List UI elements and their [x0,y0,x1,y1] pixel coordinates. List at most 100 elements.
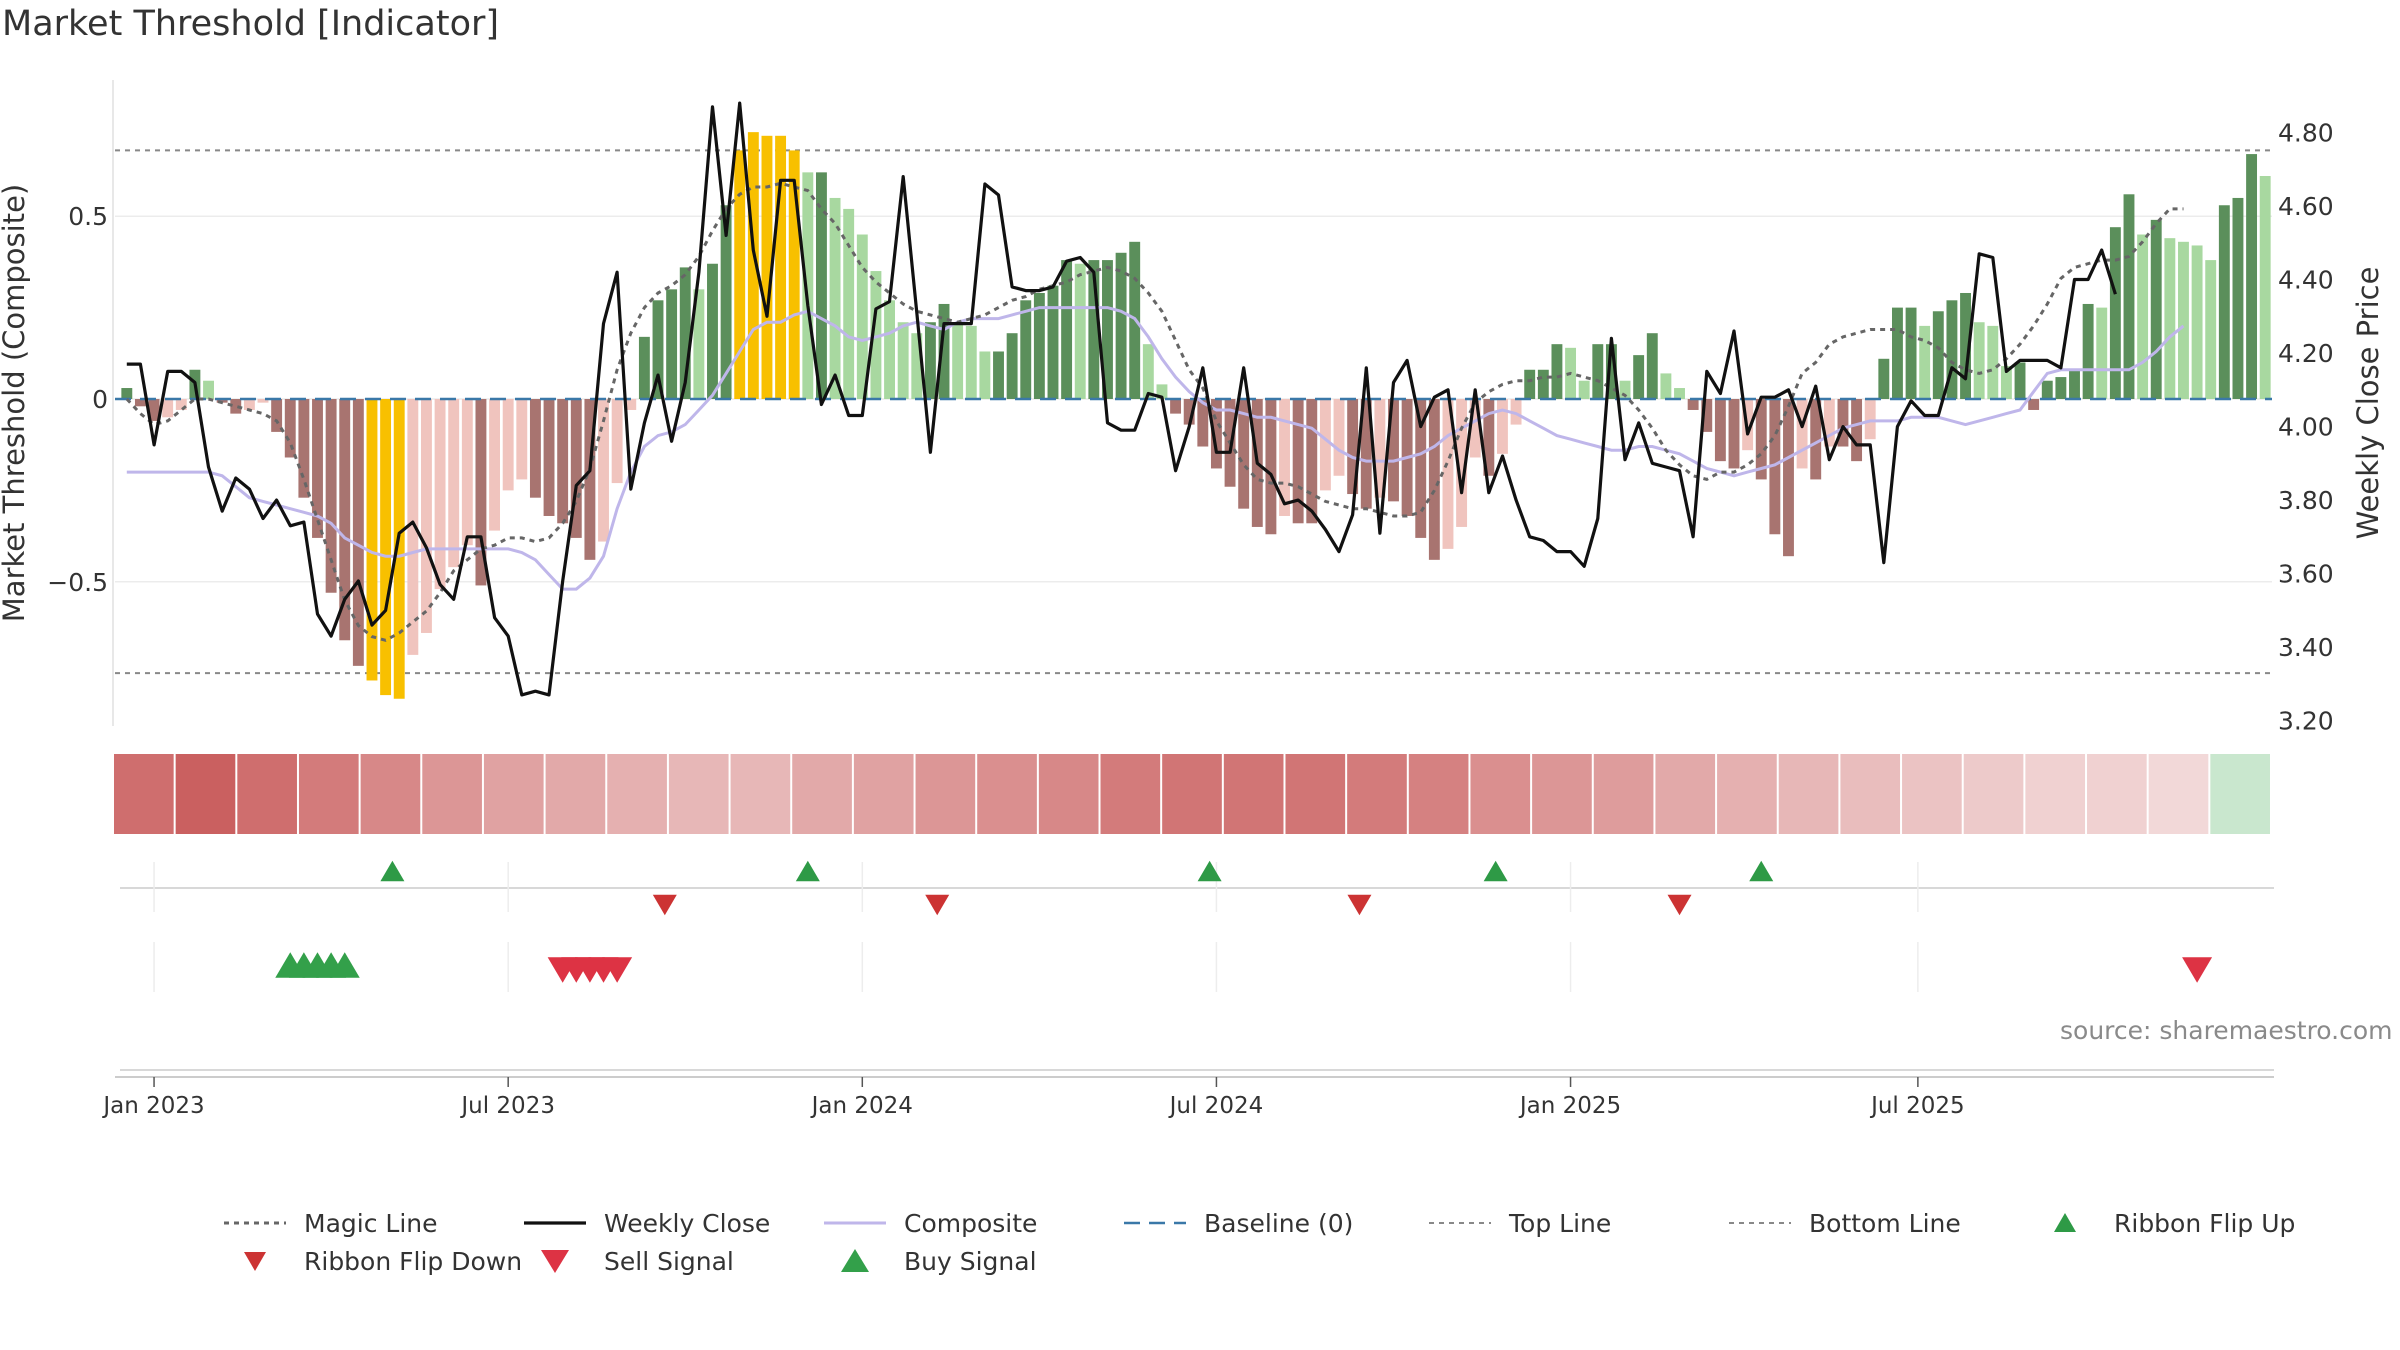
composite-bar [1837,399,1849,447]
composite-bar [1279,399,1290,516]
composite-bar [2259,176,2271,399]
composite-bar [1142,344,1154,399]
composite-bar [1333,399,1345,476]
composite-bar [1592,344,1604,399]
composite-bar [1102,260,1113,399]
x-tick-label: Jul 2024 [1168,1093,1264,1119]
composite-bar [1292,399,1304,524]
legend-item-buy: Buy Signal [820,1243,1037,1279]
composite-bar [1210,399,1222,469]
composite-bar [1524,369,1536,399]
composite-bar [1360,399,1372,509]
ribbon-cell [2148,754,2209,834]
legend-swatch-magic [224,1221,286,1225]
y2-tick-label: 4.00 [2278,413,2334,442]
composite-bar [2123,194,2135,399]
ribbon-cell [483,754,544,834]
composite-bar [1442,399,1454,549]
ribbon-cell [1778,754,1839,834]
composite-bar [243,399,255,410]
composite-bar [380,399,392,696]
composite-bar [1687,399,1699,410]
composite-bar [2000,366,2012,399]
composite-bar [298,399,310,498]
composite-bar [557,399,569,524]
ribbon-cell [422,754,482,834]
composite-bar [2205,260,2217,399]
ribbon-cell [237,754,297,834]
y2-tick-label: 4.80 [2278,118,2334,147]
composite-bar [502,399,514,491]
composite-bar [1415,399,1427,538]
ribbon-cell [853,754,914,834]
ribbon-flip-up-marker [795,860,820,882]
composite-bar [1456,399,1468,527]
composite-bar [993,351,1004,399]
composite-bar [175,399,187,410]
ribbon-cell [977,754,1037,834]
ribbon-cell [1963,754,2024,834]
composite-bar [162,399,174,418]
composite-bar [666,289,678,399]
composite-bar [2218,205,2230,399]
composite-bar [1701,399,1713,432]
composite-bar [884,300,895,399]
composite-bar [121,388,133,399]
composite-bar [679,267,691,399]
ribbon-cell [1717,754,1777,834]
composite-bar [570,399,582,538]
composite-bar [1510,399,1522,425]
ribbon-flip-down-marker [1667,894,1692,916]
composite-bar [2191,245,2203,399]
composite-bar [1755,399,1767,480]
ribbon-cell [2025,754,2086,834]
x-tick-label: Jan 2023 [101,1093,204,1119]
legend-label: Composite [904,1208,1038,1238]
composite-bar [2082,303,2094,399]
composite-bar [1605,344,1617,399]
composite-bar [1020,300,1032,399]
composite-bar [1891,307,1903,399]
composite-bar [802,172,814,399]
composite-bar [216,399,228,403]
composite-bar [747,132,759,399]
composite-bar [1660,373,1672,399]
y-tick-label: −0.5 [47,568,108,597]
ribbon-cell [1347,754,1407,834]
legend-label: Top Line [1509,1208,1612,1238]
composite-bar [1551,344,1563,399]
composite-bar [625,399,637,410]
composite-bar [775,135,787,400]
composite-bar [2028,399,2040,410]
legend-item-weekly: Weekly Close [520,1205,770,1241]
composite-bar [2055,377,2067,399]
composite-bar [2109,227,2121,399]
ribbon-cell [1038,754,1099,834]
composite-bar [952,322,964,399]
composite-bar [1238,399,1250,509]
composite-bar [1483,399,1495,476]
composite-bar [1265,399,1277,535]
ribbon-cell [360,754,421,834]
composite-bar [2232,197,2244,399]
composite-bar [911,333,923,399]
composite-bar [1946,300,1958,399]
ribbon-cell [1840,754,1901,834]
composite-bar [1388,399,1399,502]
composite-bar [652,300,664,399]
ribbon-flip-up-marker [1749,860,1774,882]
composite-bar [924,322,936,399]
chart-title: Market Threshold [Indicator] [2,4,500,44]
composite-bar [366,399,378,681]
composite-bar [1633,355,1645,399]
composite-bar [461,399,473,546]
composite-bar [843,208,855,399]
ribbon-cell [915,754,976,834]
ribbon-cell [545,754,606,834]
ribbon-cell [792,754,852,834]
composite-bar [1578,380,1590,399]
composite-bar [393,399,405,699]
legend-label: Buy Signal [904,1246,1037,1276]
composite-bar [325,399,337,593]
composite-bar [1714,399,1726,462]
